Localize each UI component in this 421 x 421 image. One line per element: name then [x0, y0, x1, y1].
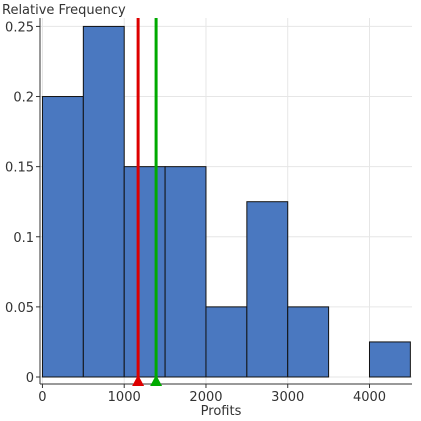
histogram-bar-4 [205, 306, 248, 378]
y-tick-label-2: 0.1 [13, 231, 34, 246]
bars [41, 25, 411, 378]
x-axis-title: Profits [201, 404, 242, 419]
y-tick-label-1: 0.05 [5, 301, 34, 316]
y-tick-label-5: 0.25 [5, 20, 34, 35]
y-tick-label-3: 0.15 [5, 161, 34, 176]
marker-triangle-0 [132, 375, 145, 386]
y-tick-label-4: 0.2 [13, 91, 34, 106]
histogram-bar-2 [123, 166, 166, 378]
x-tick-label-1: 1000 [108, 390, 141, 405]
x-tick-label-4: 4000 [353, 390, 386, 405]
histogram-bar-5 [246, 201, 289, 378]
axes [39, 18, 412, 385]
histogram-bar-6 [287, 306, 330, 378]
histogram-bar-1 [82, 25, 125, 378]
histogram-bar-0 [41, 96, 84, 378]
y-tick-label-0: 0 [26, 371, 34, 386]
x-tick-label-2: 2000 [189, 390, 222, 405]
y-axis-title: Relative Frequency [2, 3, 126, 18]
histogram-bar-8 [368, 341, 411, 378]
x-tick-label-0: 0 [38, 390, 46, 405]
marker-triangle-1 [150, 375, 163, 386]
ticks: 0 0.05 0.1 0.15 0.2 0.25 0 1000 2000 3000 4000 [5, 20, 386, 405]
x-tick-label-3: 3000 [271, 390, 304, 405]
histogram-bar-3 [164, 166, 207, 378]
markers [132, 18, 163, 386]
